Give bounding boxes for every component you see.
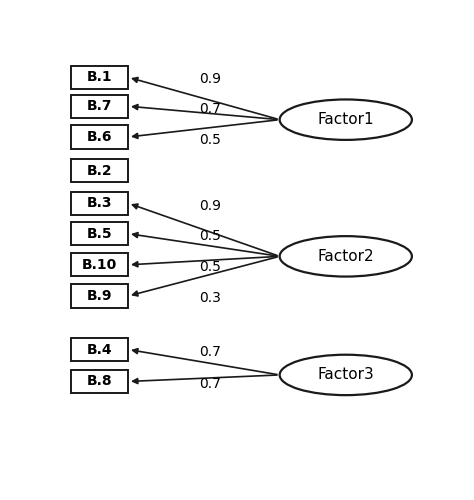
FancyBboxPatch shape bbox=[71, 66, 128, 89]
FancyBboxPatch shape bbox=[71, 338, 128, 361]
Text: 0.5: 0.5 bbox=[199, 132, 221, 146]
Text: B.7: B.7 bbox=[87, 99, 112, 113]
FancyBboxPatch shape bbox=[71, 160, 128, 182]
Text: Factor2: Factor2 bbox=[318, 249, 374, 264]
FancyBboxPatch shape bbox=[71, 126, 128, 148]
FancyBboxPatch shape bbox=[71, 192, 128, 215]
FancyBboxPatch shape bbox=[71, 284, 128, 308]
Text: B.6: B.6 bbox=[87, 130, 112, 144]
Text: Factor3: Factor3 bbox=[318, 368, 374, 382]
Text: 0.9: 0.9 bbox=[199, 72, 221, 86]
Text: 0.5: 0.5 bbox=[199, 229, 221, 243]
FancyBboxPatch shape bbox=[71, 254, 128, 276]
Ellipse shape bbox=[280, 100, 412, 140]
Text: 0.7: 0.7 bbox=[199, 345, 221, 359]
FancyBboxPatch shape bbox=[71, 94, 128, 118]
Text: 0.5: 0.5 bbox=[199, 260, 221, 274]
Text: 0.9: 0.9 bbox=[199, 198, 221, 212]
Text: 0.7: 0.7 bbox=[199, 377, 221, 391]
Text: B.5: B.5 bbox=[87, 226, 112, 240]
Text: B.3: B.3 bbox=[87, 196, 112, 210]
FancyBboxPatch shape bbox=[71, 222, 128, 245]
Text: B.1: B.1 bbox=[87, 70, 112, 85]
Ellipse shape bbox=[280, 236, 412, 277]
Text: B.4: B.4 bbox=[87, 342, 112, 356]
Text: 0.7: 0.7 bbox=[199, 102, 221, 117]
Text: B.8: B.8 bbox=[87, 374, 112, 388]
FancyBboxPatch shape bbox=[71, 370, 128, 393]
Ellipse shape bbox=[280, 354, 412, 395]
Text: B.10: B.10 bbox=[82, 258, 117, 272]
Text: 0.3: 0.3 bbox=[199, 292, 221, 306]
Text: Factor1: Factor1 bbox=[318, 112, 374, 127]
Text: B.9: B.9 bbox=[87, 289, 112, 303]
Text: B.2: B.2 bbox=[87, 164, 112, 178]
